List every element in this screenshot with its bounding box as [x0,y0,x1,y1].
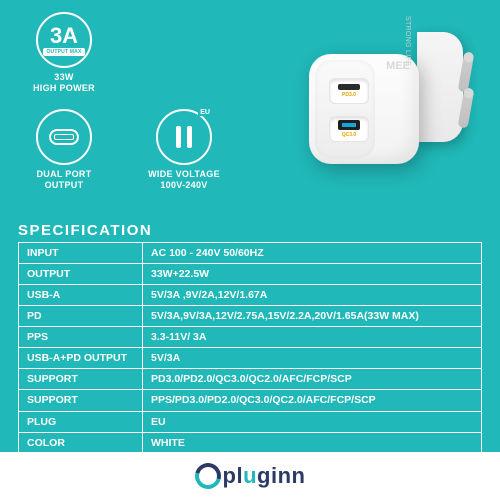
spec-value: 5V/3A [143,348,482,369]
dual-port-icon [36,109,92,165]
table-row: INPUTAC 100 - 240V 50/60HZ [19,243,482,264]
feature-label: WIDE VOLTAGE 100V-240V [148,169,220,192]
brand-wordmark: pluginn [223,463,306,489]
badge-3a-subtext: OUTPUT MAX [43,48,84,56]
spec-key: SUPPORT [19,390,143,411]
badge-3a-value: 3A [50,25,78,47]
spec-key: USB-A+PD OUTPUT [19,348,143,369]
spec-key: PD [19,306,143,327]
table-row: USB-A+PD OUTPUT5V/3A [19,348,482,369]
feature-label: 33W HIGH POWER [33,72,95,95]
brand-logo: pluginn [195,463,306,489]
table-row: USB-A5V/3A ,9V/2A,12V/1.67A [19,285,482,306]
footer-bar: pluginn [0,452,500,500]
spec-heading: SPECIFICATION [18,222,482,239]
table-row: PPS3.3-11V/ 3A [19,327,482,348]
charger-illustration: MEE STRONG LIFE PD3.0 QC3.0 [299,14,474,189]
eu-tag: EU [198,109,212,116]
spec-value: WHITE [143,432,482,453]
wide-voltage-icon: EU [156,109,212,165]
spec-value: 33W+22.5W [143,264,482,285]
feature-dual-port: DUAL PORT OUTPUT [18,109,110,192]
table-row: PLUGEU [19,411,482,432]
spec-value: 5V/3A,9V/3A,12V/2.75A,15V/2.2A,20V/1.65A… [143,306,482,327]
spec-value: PD3.0/PD2.0/QC3.0/QC2.0/AFC/FCP/SCP [143,369,482,390]
product-side-text: STRONG LIFE [404,16,411,66]
feature-high-power: 3A OUTPUT MAX 33W HIGH POWER [18,12,110,95]
spec-key: SUPPORT [19,369,143,390]
spec-value: EU [143,411,482,432]
spec-table: INPUTAC 100 - 240V 50/60HZOUTPUT33W+22.5… [18,242,482,454]
feature-wide-voltage: EU WIDE VOLTAGE 100V-240V [138,109,230,192]
feature-label: DUAL PORT OUTPUT [36,169,91,192]
spec-value: PPS/PD3.0/PD2.0/QC3.0/QC2.0/AFC/FCP/SCP [143,390,482,411]
spec-key: USB-A [19,285,143,306]
spec-value: 5V/3A ,9V/2A,12V/1.67A [143,285,482,306]
spec-value: 3.3-11V/ 3A [143,327,482,348]
table-row: PD5V/3A,9V/3A,12V/2.75A,15V/2.2A,20V/1.6… [19,306,482,327]
spec-key: PPS [19,327,143,348]
badge-3a-icon: 3A OUTPUT MAX [36,12,92,68]
spec-key: OUTPUT [19,264,143,285]
usb-a-port-icon: QC3.0 [329,116,369,142]
table-row: SUPPORTPD3.0/PD2.0/QC3.0/QC2.0/AFC/FCP/S… [19,369,482,390]
usb-c-port-icon: PD3.0 [329,78,369,104]
pluginn-icon [195,463,221,489]
spec-value: AC 100 - 240V 50/60HZ [143,243,482,264]
table-row: COLORWHITE [19,432,482,453]
table-row: SUPPORTPPS/PD3.0/PD2.0/QC3.0/QC2.0/AFC/F… [19,390,482,411]
table-row: OUTPUT33W+22.5W [19,264,482,285]
spec-key: COLOR [19,432,143,453]
spec-key: PLUG [19,411,143,432]
spec-key: INPUT [19,243,143,264]
